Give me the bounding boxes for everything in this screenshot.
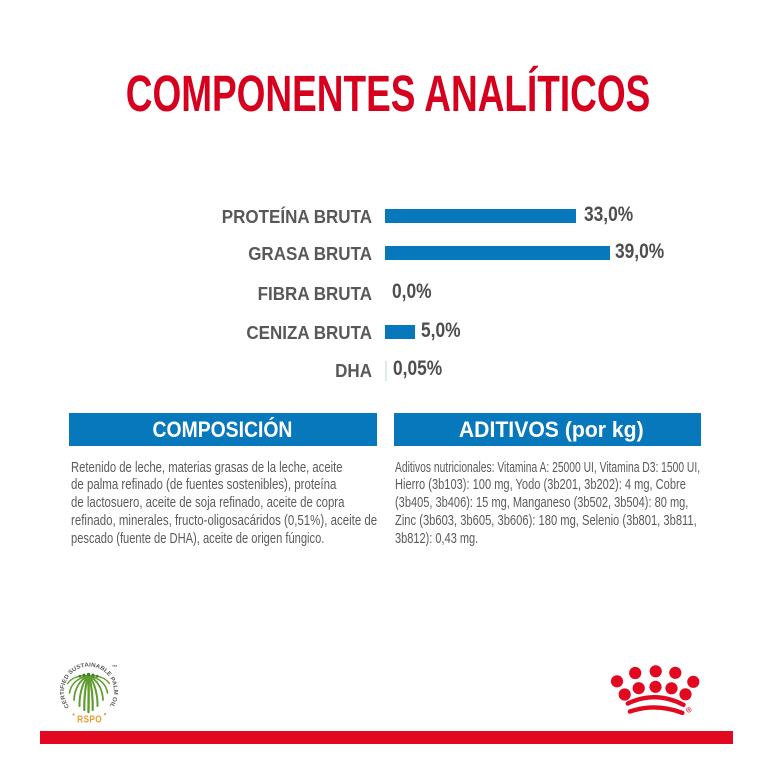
svg-text:R: R bbox=[687, 708, 690, 712]
svg-text:™: ™ bbox=[112, 664, 118, 671]
svg-text:RSPO: RSPO bbox=[77, 714, 102, 725]
